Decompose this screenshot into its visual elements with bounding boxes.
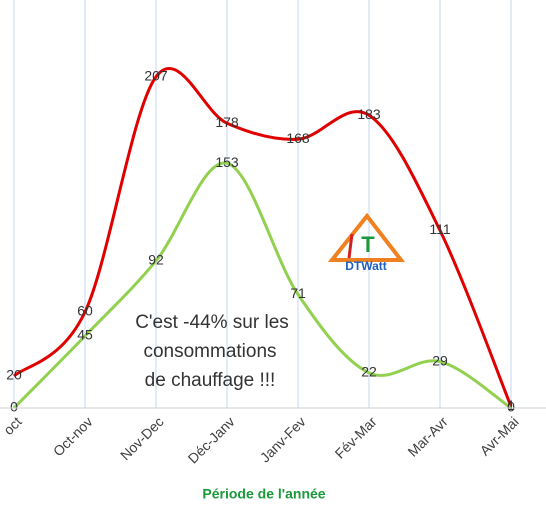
x-tick-label: Déc-Janv [185,413,238,466]
logo: T DTWatt [327,212,406,273]
data-label: 207 [144,68,168,84]
data-label: 0 [507,399,515,415]
data-label: 153 [215,154,239,170]
data-label: 29 [432,352,448,368]
logo-stroke [347,233,354,259]
logo-text: DTWatt [345,259,387,273]
series-line [12,161,512,410]
annotation-line: consommations [143,341,276,362]
x-tick-label: Nov-Dec [117,413,167,463]
logo-triangle [327,212,406,262]
x-tick-label: oct [0,413,25,438]
data-label: 111 [429,221,450,237]
annotation-line: C'est -44% sur les [135,312,289,333]
series-line [12,67,513,407]
data-label: 20 [6,367,22,383]
x-tick-label: Janv-Fev [257,413,309,465]
data-label: 92 [148,252,164,268]
data-label: 168 [286,130,310,146]
data-label: 0 [10,399,18,415]
data-label: 183 [357,106,381,122]
data-label: 60 [77,303,93,319]
x-tick-label: Oct-nov [50,413,96,459]
data-label: 22 [361,364,377,380]
data-label: 1 [507,397,515,413]
annotation: C'est -44% sur les consommations de chau… [135,312,289,391]
logo-letter: T [361,232,375,257]
annotation-line: de chauffage !!! [145,370,276,391]
data-label: 45 [77,327,93,343]
x-tick-label: Fév-Mar [332,413,380,461]
x-axis-label: Période de l'année [202,486,325,502]
data-label: 71 [290,285,306,301]
data-label: 178 [215,114,239,130]
plot: oct Oct-nov Nov-Dec Déc-Janv Janv-Fev Fév-Mar… [0,0,522,467]
x-tick-label: Mar-Avr [404,413,451,460]
x-tick-label: Avr-Mai [477,413,522,458]
